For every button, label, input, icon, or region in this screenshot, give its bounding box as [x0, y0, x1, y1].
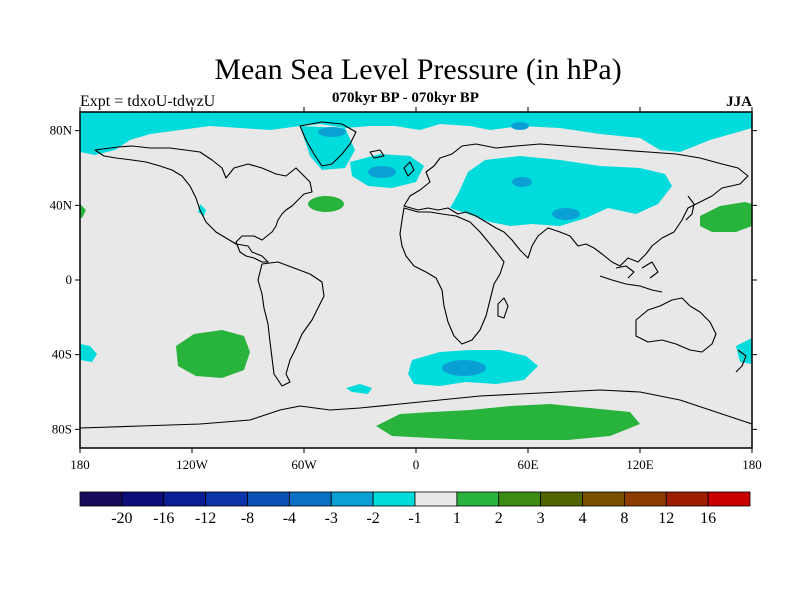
- anomaly-fields: [80, 112, 752, 440]
- lon-tick-label: 180: [70, 457, 90, 472]
- colorbar-label: 1: [453, 510, 461, 527]
- australia-coast: [635, 297, 717, 353]
- longitude-axis: 180 120W 60W 0 60E 120E 180: [70, 107, 762, 472]
- experiment-label: Expt = tdxoU-tdwzU: [80, 93, 216, 110]
- lon-tick-label: 120W: [176, 457, 209, 472]
- colorbar-swatch: [288, 491, 332, 507]
- new-zealand-coast: [735, 349, 747, 373]
- colorbar-label: -20: [111, 510, 132, 527]
- chart-title: Mean Sea Level Pressure (in hPa): [214, 53, 622, 86]
- coastlines: [80, 121, 752, 429]
- japan-coast: [685, 195, 695, 221]
- colorbar-label: 3: [537, 510, 545, 527]
- greenland-coast: [299, 121, 357, 167]
- lon-tick-label: 120E: [626, 457, 654, 472]
- colorbar-label: -12: [195, 510, 216, 527]
- lon-tick-label: 0: [413, 457, 420, 472]
- stronger-negative-regions: [318, 122, 580, 376]
- colorbar-swatch: [121, 491, 165, 507]
- colorbar-swatch: [456, 491, 500, 507]
- indonesia-coast: [599, 261, 663, 293]
- colorbar-swatch: [540, 491, 583, 507]
- colorbar-swatch: [623, 491, 667, 507]
- colorbar-label: -16: [153, 510, 174, 527]
- colorbar-label: -2: [366, 510, 379, 527]
- colorbar-label: 16: [700, 510, 716, 527]
- colorbar-label: 8: [620, 510, 628, 527]
- colorbar-label: 2: [495, 510, 503, 527]
- iceland-coast: [369, 149, 385, 159]
- colorbar-label: 4: [579, 510, 587, 527]
- lat-tick-label: 0: [66, 272, 73, 287]
- colorbar-swatch: [330, 491, 374, 507]
- colorbar: -20 -16 -12 -8 -4 -3 -2 -1 1 2 3 4 8 12 16: [79, 491, 751, 527]
- africa-coast: [399, 207, 505, 345]
- colorbar-label: -3: [325, 510, 338, 527]
- colorbar-swatch: [247, 491, 290, 507]
- lat-tick-label: 40N: [50, 197, 73, 212]
- colorbar-swatch: [163, 491, 207, 507]
- south-america-coast: [257, 261, 325, 387]
- colorbar-label: -1: [408, 510, 421, 527]
- lat-tick-label: 40S: [52, 347, 72, 362]
- lon-tick-label: 60W: [291, 457, 317, 472]
- colorbar-swatch: [79, 491, 123, 507]
- lat-tick-label: 80N: [50, 123, 73, 138]
- season-label: JJA: [726, 94, 752, 110]
- lon-tick-label: 60E: [518, 457, 539, 472]
- colorbar-swatch: [707, 491, 751, 507]
- lon-tick-label: 180: [742, 457, 762, 472]
- uk-coast: [403, 161, 415, 177]
- colorbar-label: -4: [283, 510, 296, 527]
- north-america-coast: [94, 145, 313, 263]
- colorbar-swatch: [582, 491, 625, 507]
- colorbar-swatch: [498, 491, 542, 507]
- lat-tick-label: 80S: [52, 421, 72, 436]
- antarctica-coast: [80, 389, 752, 429]
- colorbar-swatch: [372, 491, 416, 507]
- colorbar-swatch: [205, 491, 248, 507]
- colorbar-swatch: [414, 491, 458, 507]
- latitude-axis: 80N 40N 0 40S 80S: [50, 123, 757, 436]
- period-label: 070kyr BP - 070kyr BP: [332, 90, 479, 106]
- madagascar-coast: [497, 297, 509, 319]
- colorbar-label: 12: [658, 510, 674, 527]
- colorbar-label: -8: [241, 510, 254, 527]
- europe-asia-coast: [403, 143, 749, 267]
- colorbar-swatch: [665, 491, 709, 507]
- positive-anomaly-regions: [80, 196, 752, 440]
